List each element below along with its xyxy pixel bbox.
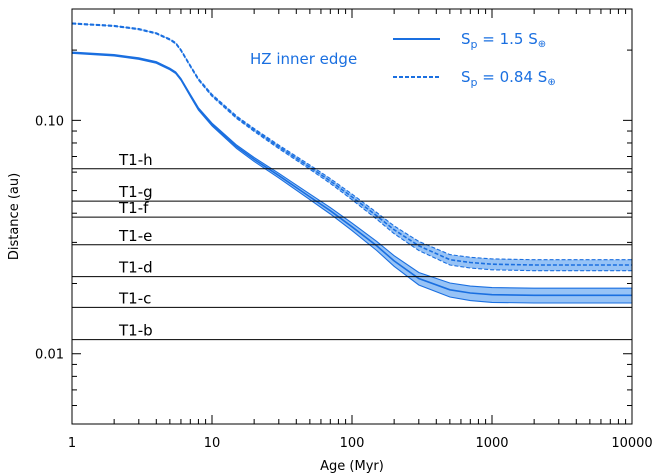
legend-sub: p [471, 38, 478, 51]
legend: Sp = 1.5 S⊕ Sp = 0.84 S⊕ [393, 30, 556, 89]
planet-lines: T1-h T1-gT1-f T1-e T1-d T1-c T1-b [72, 151, 632, 341]
hz-line-solid-upper [71, 51, 632, 289]
x-tick-label: 10 [204, 436, 221, 451]
planet-label-t1-d: T1-d [118, 259, 153, 277]
hz-line-dashed-center [71, 22, 632, 266]
y-tick-label: 0.10 [35, 114, 64, 129]
x-tick-label: 100 [340, 436, 365, 451]
hz-line-dashed-lower [71, 23, 632, 272]
legend-main: S [461, 30, 471, 48]
y-tick-label: 0.01 [35, 348, 64, 363]
hz-line-dashed-upper [71, 22, 632, 261]
hz-series-lines [71, 22, 632, 304]
y-axis-label: Distance (au) [7, 173, 22, 260]
legend-sub: p [471, 76, 478, 89]
legend-symbol: ⊕ [538, 39, 546, 50]
x-tick-label: 1 [68, 436, 76, 451]
hz-line-solid-center [71, 51, 632, 297]
planet-label-t1-h: T1-h [118, 151, 153, 169]
axis-ticks [71, 8, 632, 425]
planet-label-t1-f: T1-f [118, 199, 149, 217]
tick-labels: 1 10 100 1000 10000 0.10 0.01 [35, 114, 653, 451]
planet-label-t1-e: T1-e [118, 227, 152, 245]
x-tick-label: 10000 [611, 436, 652, 451]
legend-main: S [461, 68, 471, 86]
planet-label-t1-b: T1-b [118, 322, 153, 340]
legend-symbol: ⊕ [547, 77, 555, 88]
planet-label-t1-g: T1-g [118, 183, 153, 201]
planet-label-t1-c: T1-c [118, 289, 151, 307]
legend-rest: = 1.5 S [478, 30, 538, 48]
hz-annotation: HZ inner edge [250, 50, 357, 68]
plot-frame [71, 8, 633, 425]
legend-label-solid: Sp = 1.5 S⊕ [461, 30, 546, 51]
legend-rest: = 0.84 S [478, 68, 548, 86]
legend-label-dashed: Sp = 0.84 S⊕ [461, 68, 556, 89]
x-axis-label: Age (Myr) [320, 459, 384, 474]
x-tick-label: 1000 [475, 436, 508, 451]
